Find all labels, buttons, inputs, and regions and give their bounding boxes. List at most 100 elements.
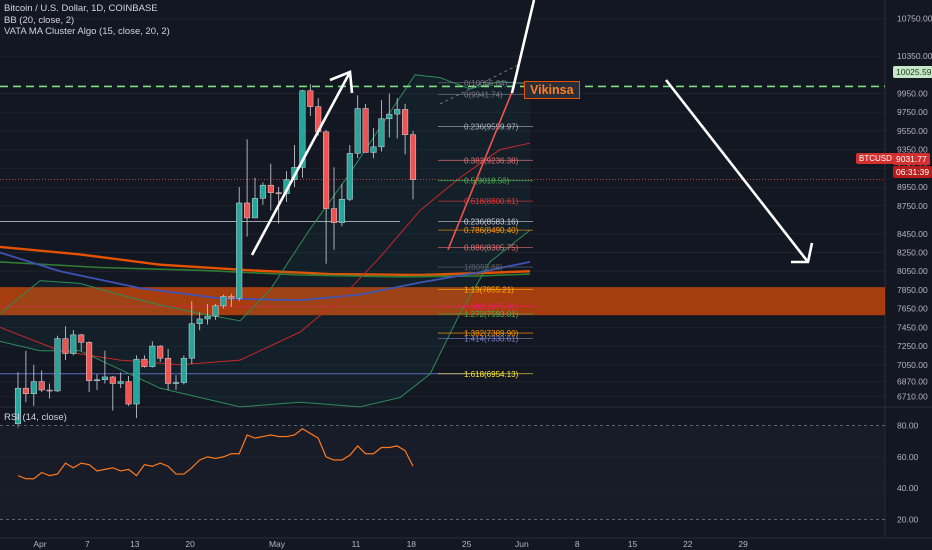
fib-label: 1.618(6954.13)	[464, 370, 519, 379]
candle-body	[354, 108, 361, 154]
candle-body	[157, 345, 164, 359]
candle-body	[109, 376, 116, 384]
fib-label: 0(10065.64)	[464, 79, 507, 88]
time-tick-label: 7	[85, 539, 90, 549]
time-tick-label: Jun	[515, 539, 529, 549]
price-tick-label: 8050.00	[897, 266, 928, 276]
candle-body	[78, 334, 85, 343]
rsi-pane	[0, 425, 885, 520]
price-tick-label: 9350.00	[897, 145, 928, 155]
time-tick-label: May	[269, 539, 286, 549]
time-tick-label: Apr	[33, 539, 46, 549]
price-tick-label: 10350.00	[897, 51, 932, 61]
candle-body	[220, 296, 227, 307]
bollinger-basis	[0, 142, 531, 366]
fib-label: 0.786(8490.40)	[464, 226, 519, 235]
fib-label: 0(9941.74)	[464, 90, 503, 99]
supply-zone-band	[0, 287, 885, 316]
price-tick-label: 9750.00	[897, 107, 928, 117]
symbol-tag: BTCUSD	[856, 153, 895, 164]
candle-body	[386, 113, 393, 120]
candle-body	[93, 379, 101, 381]
candle-body	[54, 338, 61, 392]
candle-body	[196, 318, 203, 324]
author-watermark: Vikinsa	[524, 81, 580, 99]
last-price-tag: 9031.77	[893, 153, 930, 165]
price-tick-label: 7850.00	[897, 285, 928, 295]
rsi-band	[0, 425, 885, 520]
candle-body	[394, 109, 401, 115]
fib-label: 0.382(9236.38)	[464, 156, 519, 165]
fib-label: 0.236(9599.97)	[464, 122, 519, 131]
candle-body	[323, 131, 330, 209]
candle-body	[38, 381, 45, 391]
price-tick-label: 6870.00	[897, 377, 928, 387]
candle-body	[133, 358, 140, 405]
ma-blue	[0, 251, 531, 302]
time-tick-label: 25	[462, 539, 472, 549]
candle-body	[117, 381, 124, 384]
fib-label: 0.886(8305.75)	[464, 243, 519, 252]
candles	[14, 84, 417, 429]
price-tick-label: 8950.00	[897, 182, 928, 192]
time-axis[interactable]: Apr 7 13 20 May 11 18 25 Jun 8 15 22 29	[33, 539, 748, 549]
candle-body	[188, 323, 195, 359]
moving-average-cluster	[0, 245, 531, 302]
candle-body	[228, 296, 235, 299]
resistance-price-tag: 10025.59	[893, 66, 932, 78]
candle-body	[370, 146, 377, 153]
candle-body	[172, 382, 180, 384]
bb-legend: BB (20, close, 2)	[4, 14, 75, 26]
candle-body	[307, 90, 314, 107]
candle-body	[30, 381, 37, 395]
up-arrow-2	[510, 0, 536, 94]
fib-trend-line	[439, 63, 521, 105]
time-tick-label: 20	[185, 539, 195, 549]
bollinger-bands	[0, 74, 531, 408]
trend-drawings	[0, 0, 885, 264]
price-tick-label: 8450.00	[897, 229, 928, 239]
price-tick-label: 9950.00	[897, 89, 928, 99]
candle-body	[409, 134, 417, 180]
symbol-legend: Bitcoin / U.S. Dollar, 1D, COINBASE	[4, 3, 158, 14]
candle-body	[236, 202, 243, 299]
time-tick-label: 13	[130, 539, 140, 549]
candle-body	[70, 334, 77, 354]
price-tick-label: 7650.00	[897, 304, 928, 314]
fib-label: 1(8095.88)	[464, 263, 503, 272]
candle-body	[346, 153, 353, 200]
candle-body	[14, 387, 22, 424]
down-arrow	[664, 79, 810, 263]
fib-label: 0.5(9018.50)	[464, 177, 510, 186]
fib-label: 0.382(7675.81)	[464, 302, 519, 311]
rsi-tick-label: 60.00	[897, 452, 919, 462]
fibonacci-levels: 0(10065.64) 0(9941.74) 0.236(9599.97) 0.382…	[438, 79, 533, 379]
price-tick-label: 7450.00	[897, 322, 928, 332]
candle-body	[402, 109, 409, 135]
time-tick-label: 18	[407, 539, 417, 549]
candle-body	[338, 198, 345, 223]
candle-body	[86, 342, 93, 381]
candle-body	[62, 338, 69, 354]
fib-label: 0.236(8583.16)	[464, 217, 519, 226]
candle-body	[251, 198, 259, 219]
price-tick-label: 8750.00	[897, 201, 928, 211]
price-axis[interactable]: 6710.00 6870.00 7050.00 7250.00 7450.00 7650.…	[897, 14, 932, 525]
candle-body	[244, 202, 251, 219]
time-tick-label: 29	[738, 539, 748, 549]
price-tick-label: 7250.00	[897, 341, 928, 351]
candle-body	[165, 357, 172, 384]
candle-body	[212, 305, 219, 317]
candle-body	[46, 389, 53, 392]
ma-green	[0, 261, 531, 278]
candle-body	[362, 108, 369, 153]
candle-body	[267, 184, 274, 193]
up-arrow-1-head	[329, 70, 354, 94]
countdown-tag: 06:31:39	[893, 166, 932, 178]
rsi-tick-label: 20.00	[897, 514, 919, 524]
candle-body	[330, 208, 338, 223]
candle-body	[22, 387, 29, 395]
candle-body	[141, 358, 148, 367]
time-tick-label: 15	[628, 539, 638, 549]
